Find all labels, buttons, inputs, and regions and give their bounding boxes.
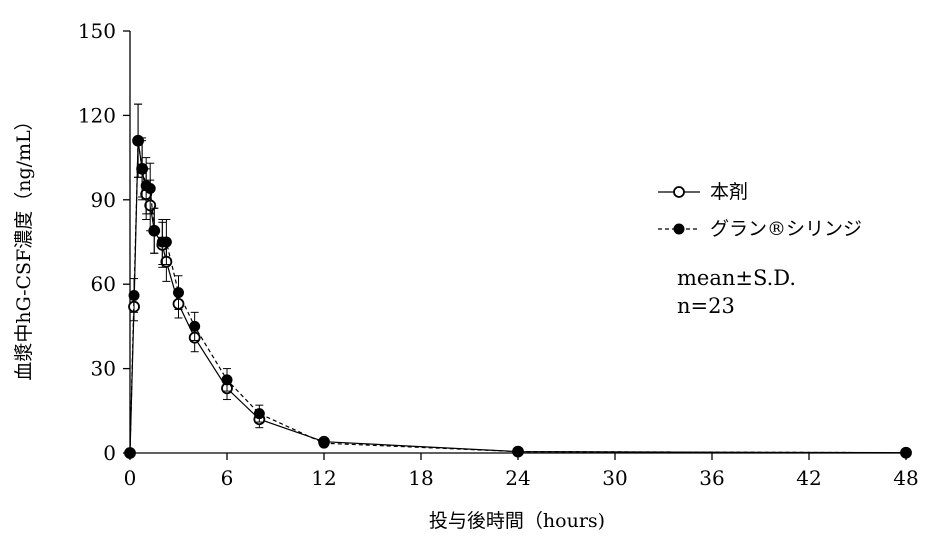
plot-series bbox=[124, 103, 912, 459]
x-tick-label: 12 bbox=[311, 466, 336, 490]
x-tick-label: 48 bbox=[893, 466, 918, 490]
data-point bbox=[512, 446, 524, 458]
x-axis-title: 投与後時間（hours) bbox=[429, 510, 605, 532]
x-tick-label: 36 bbox=[699, 466, 724, 490]
y-tick-label: 0 bbox=[103, 441, 116, 465]
annotation-mean-sd: mean±S.D. bbox=[677, 266, 796, 290]
data-point bbox=[318, 437, 330, 449]
annotation-n: n=23 bbox=[677, 294, 735, 318]
data-point bbox=[148, 225, 160, 237]
data-point bbox=[189, 320, 201, 332]
legend-marker-series-0 bbox=[673, 186, 685, 198]
y-axis: 0 30 60 90 120 150 bbox=[78, 19, 131, 465]
data-point bbox=[136, 163, 148, 175]
data-point bbox=[173, 287, 184, 299]
x-tick-label: 24 bbox=[505, 466, 530, 490]
series-line-0 bbox=[129, 140, 907, 454]
y-tick-label: 90 bbox=[91, 188, 116, 212]
data-point bbox=[124, 447, 136, 459]
y-tick-label: 120 bbox=[78, 103, 116, 127]
x-axis: 0 6 12 18 24 30 36 42 48 bbox=[124, 452, 919, 490]
legend-label-series-0: 本剤 bbox=[710, 181, 748, 203]
y-tick-label: 60 bbox=[91, 272, 116, 296]
y-tick-label: 30 bbox=[91, 357, 116, 381]
legend-item-series-1: グラン®シリンジ bbox=[658, 218, 862, 240]
x-tick-label: 18 bbox=[408, 466, 433, 490]
data-point bbox=[132, 135, 144, 147]
legend: 本剤 グラン®シリンジ bbox=[658, 181, 862, 240]
x-tick-label: 42 bbox=[796, 466, 821, 490]
data-point bbox=[221, 374, 233, 386]
data-point bbox=[253, 408, 265, 420]
x-tick-label: 6 bbox=[221, 466, 234, 490]
data-point bbox=[900, 447, 912, 459]
legend-label-series-1: グラン®シリンジ bbox=[710, 218, 862, 240]
legend-item-series-0: 本剤 bbox=[658, 181, 748, 203]
legend-marker-series-1 bbox=[673, 223, 685, 235]
x-tick-label: 30 bbox=[602, 466, 627, 490]
x-tick-label: 0 bbox=[124, 466, 137, 490]
y-tick-label: 150 bbox=[78, 19, 116, 43]
data-point bbox=[160, 236, 172, 248]
data-point bbox=[144, 183, 156, 195]
data-point bbox=[128, 289, 140, 301]
series-1 bbox=[124, 103, 912, 459]
y-axis-title: 血漿中hG-CSF濃度（ng/mL） bbox=[13, 111, 35, 380]
